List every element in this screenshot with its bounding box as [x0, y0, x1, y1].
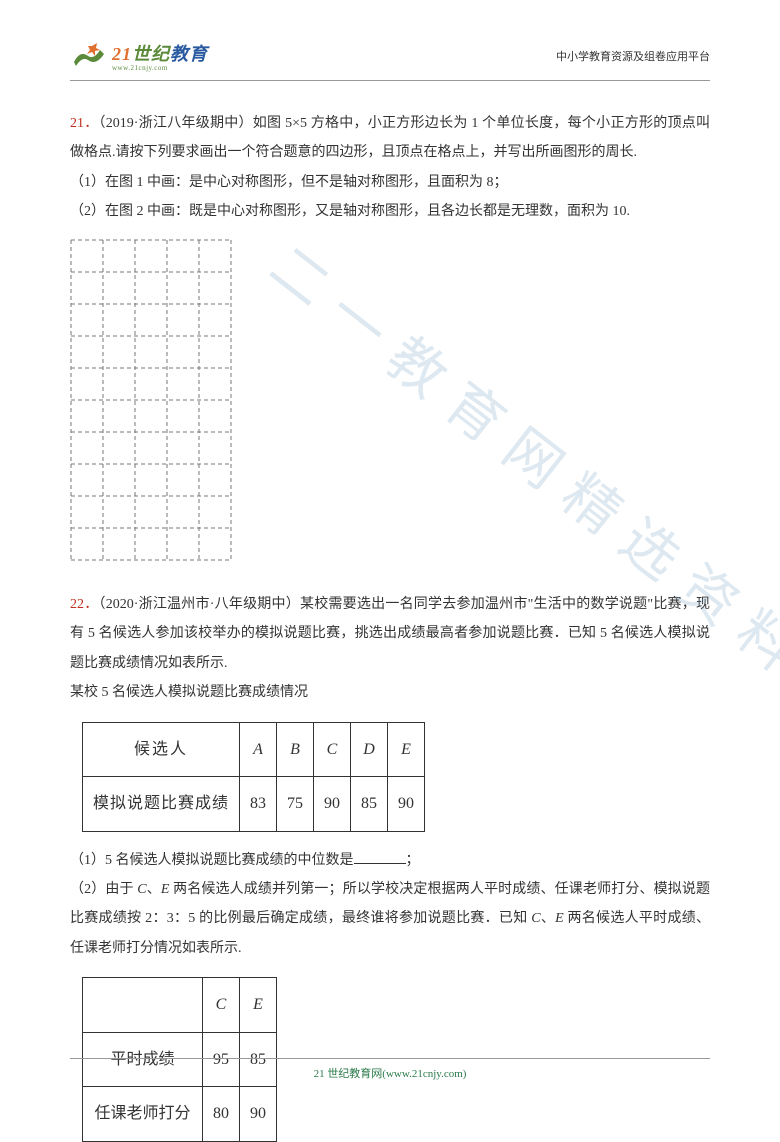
- logo-text-sub: www.21cnjy.com: [112, 64, 208, 72]
- q21-grid-figure: [70, 239, 710, 572]
- t2-r2-label: 任课老师打分: [83, 1087, 203, 1142]
- t2-colC: C: [203, 978, 240, 1033]
- t1-v1: 75: [277, 777, 314, 832]
- t2-blank: [83, 978, 203, 1033]
- table-row: C E: [83, 978, 277, 1033]
- logo: 21世纪教育 www.21cnjy.com: [70, 40, 208, 72]
- q22-stem: 22．（2020·浙江温州市·八年级期中）某校需要选出一名同学去参加温州市"生活…: [70, 590, 710, 678]
- t2-r2-v0: 80: [203, 1087, 240, 1142]
- table-row: 模拟说题比赛成绩 83 75 90 85 90: [83, 777, 425, 832]
- content: 21．（2019·浙江八年级期中）如图 5×5 方格中，小正方形边长为 1 个单…: [70, 109, 710, 1142]
- t1-r2-label: 模拟说题比赛成绩: [83, 777, 240, 832]
- t1-colB: B: [277, 722, 314, 777]
- t1-v3: 85: [351, 777, 388, 832]
- q22-table1: 候选人 A B C D E 模拟说题比赛成绩 83 75 90 85 90: [82, 722, 425, 832]
- q21-source: （2019·浙江八年级期中）如图 5×5 方格中，小正方形边长为 1 个单位长度…: [70, 116, 710, 160]
- logo-text-main: 21世纪教育: [112, 40, 208, 66]
- t1-colE: E: [388, 722, 425, 777]
- q22-item1-a: （1）5 名候选人模拟说题比赛成绩的中位数是: [70, 853, 354, 868]
- blank-fill: [354, 850, 406, 864]
- table-row: 任课老师打分 80 90: [83, 1087, 277, 1142]
- t1-colA: A: [240, 722, 277, 777]
- header-right-text: 中小学教育资源及组卷应用平台: [556, 48, 710, 64]
- t2-r2-v1: 90: [240, 1087, 277, 1142]
- q22-caption: 某校 5 名候选人模拟说题比赛成绩情况: [70, 678, 710, 707]
- q21-item2: （2）在图 2 中画：既是中心对称图形，又是轴对称图形，且各边长都是无理数，面积…: [70, 197, 710, 226]
- q22-source: （2020·浙江温州市·八年级期中）某校需要选出一名同学去参加温州市"生活中的数…: [70, 597, 710, 671]
- q22-item2-full: （2）由于 C、E 两名候选人成绩并列第一；所以学校决定根据两人平时成绩、任课老…: [70, 875, 710, 963]
- q22-item1-b: ；: [406, 853, 420, 868]
- logo-icon: [70, 40, 108, 72]
- q21-item1: （1）在图 1 中画：是中心对称图形，但不是轴对称图形，且面积为 8；: [70, 168, 710, 197]
- t2-colE: E: [240, 978, 277, 1033]
- t1-v2: 90: [314, 777, 351, 832]
- t1-r1-label: 候选人: [83, 722, 240, 777]
- t1-v0: 83: [240, 777, 277, 832]
- q21-num: 21．: [70, 116, 99, 131]
- page-footer: 21 世纪教育网(www.21cnjy.com): [70, 1058, 710, 1081]
- q21-stem: 21．（2019·浙江八年级期中）如图 5×5 方格中，小正方形边长为 1 个单…: [70, 109, 710, 168]
- q22-item1: （1）5 名候选人模拟说题比赛成绩的中位数是 ；: [70, 846, 710, 875]
- table-row: 候选人 A B C D E: [83, 722, 425, 777]
- t1-colD: D: [351, 722, 388, 777]
- t1-v4: 90: [388, 777, 425, 832]
- grid-5x10: [70, 239, 232, 561]
- q22-num: 22．: [70, 597, 98, 612]
- t1-colC: C: [314, 722, 351, 777]
- page-header: 21世纪教育 www.21cnjy.com 中小学教育资源及组卷应用平台: [70, 40, 710, 81]
